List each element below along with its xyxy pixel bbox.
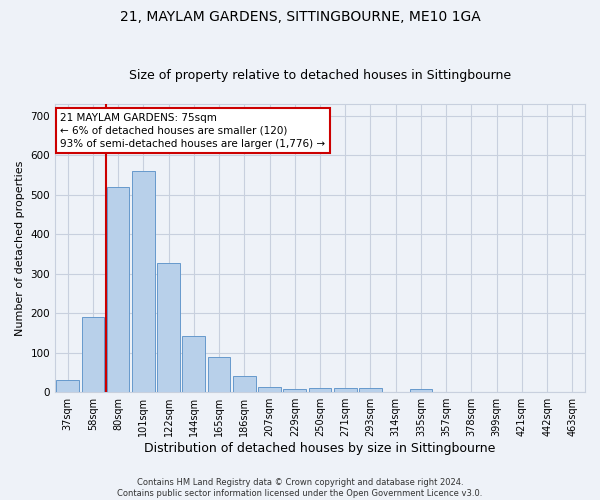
Text: 21, MAYLAM GARDENS, SITTINGBOURNE, ME10 1GA: 21, MAYLAM GARDENS, SITTINGBOURNE, ME10 … [119, 10, 481, 24]
Bar [157, 262, 180, 392]
Bar [334, 388, 356, 392]
Bar [56, 380, 79, 392]
Bar [359, 388, 382, 392]
Text: Contains HM Land Registry data © Crown copyright and database right 2024.
Contai: Contains HM Land Registry data © Crown c… [118, 478, 482, 498]
Bar [233, 376, 256, 392]
Bar [283, 389, 306, 392]
Bar [132, 171, 155, 392]
Bar [107, 187, 130, 392]
Title: Size of property relative to detached houses in Sittingbourne: Size of property relative to detached ho… [129, 69, 511, 82]
Bar [308, 388, 331, 392]
Bar [410, 389, 433, 392]
Bar [208, 358, 230, 392]
Bar [82, 317, 104, 392]
Text: 21 MAYLAM GARDENS: 75sqm
← 6% of detached houses are smaller (120)
93% of semi-d: 21 MAYLAM GARDENS: 75sqm ← 6% of detache… [61, 112, 325, 149]
X-axis label: Distribution of detached houses by size in Sittingbourne: Distribution of detached houses by size … [145, 442, 496, 455]
Bar [182, 336, 205, 392]
Y-axis label: Number of detached properties: Number of detached properties [15, 160, 25, 336]
Bar [258, 388, 281, 392]
